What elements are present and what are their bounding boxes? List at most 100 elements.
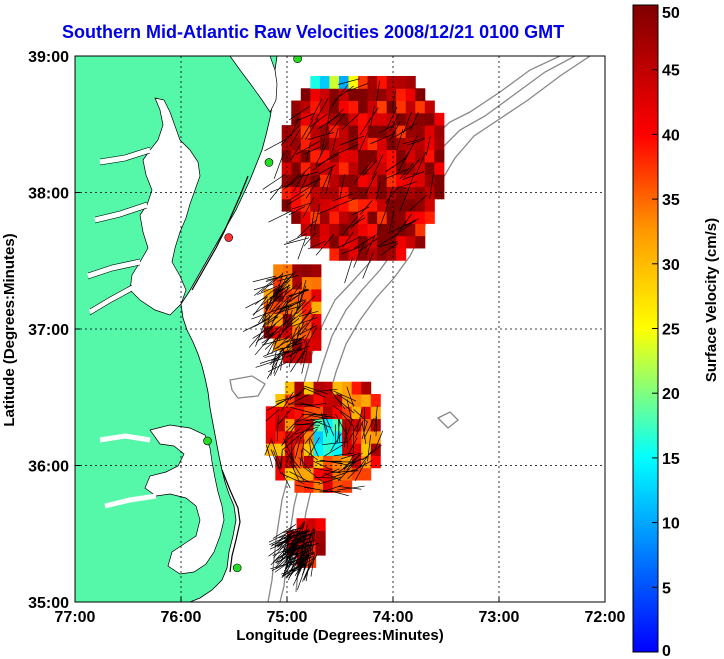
velocity-cell	[415, 149, 426, 163]
velocity-cell	[361, 430, 372, 444]
velocity-cell	[386, 88, 397, 102]
velocity-arrow	[303, 387, 326, 398]
velocity-arrow	[276, 544, 300, 560]
velocity-cell	[377, 211, 388, 224]
velocity-arrow	[353, 235, 376, 249]
velocity-cell	[300, 149, 311, 163]
velocity-arrow	[298, 542, 319, 550]
velocity-cell	[386, 174, 397, 188]
velocity-arrow	[338, 78, 361, 85]
velocity-cell	[405, 125, 416, 138]
velocity-cell	[386, 125, 397, 138]
velocity-cell	[323, 418, 334, 432]
velocity-cell	[358, 112, 369, 126]
velocity-arrow	[303, 323, 314, 344]
rivers	[87, 147, 157, 509]
velocity-arrow	[359, 200, 373, 215]
velocity-arrow	[268, 210, 293, 223]
velocity-cell	[303, 443, 314, 456]
velocity-arrow	[315, 154, 339, 167]
velocity-cell	[358, 125, 369, 138]
velocity-cell	[386, 223, 397, 237]
velocity-arrow	[391, 91, 396, 110]
velocity-arrow	[346, 453, 361, 471]
velocity-arrow	[304, 487, 328, 492]
velocity-arrow	[307, 132, 335, 140]
velocity-arrow	[318, 476, 343, 485]
velocity-cell	[292, 325, 303, 339]
velocity-arrow	[400, 219, 417, 233]
velocity-cell	[319, 75, 330, 89]
velocity-arrow	[297, 324, 318, 336]
velocity-cell	[396, 223, 407, 237]
velocity-arrow	[296, 480, 321, 484]
velocity-cell	[319, 112, 330, 126]
velocity-cell	[415, 174, 426, 188]
velocity-arrow	[280, 342, 303, 350]
velocity-arrow	[358, 238, 378, 252]
velocity-cell	[434, 174, 445, 188]
velocity-cell	[338, 223, 349, 237]
velocity-cell	[311, 264, 322, 278]
velocity-arrow	[425, 135, 431, 156]
velocity-cell	[300, 186, 311, 200]
velocity-arrow	[358, 131, 369, 153]
velocity-arrow	[274, 547, 294, 569]
velocity-cell	[329, 161, 340, 175]
velocity-vectors	[242, 270, 319, 379]
velocity-cell	[361, 394, 372, 407]
velocity-arrow	[295, 531, 315, 541]
velocity-cell	[329, 149, 340, 163]
velocity-arrow	[270, 560, 297, 570]
velocity-arrow	[409, 111, 419, 131]
velocity-arrow	[265, 274, 290, 283]
velocity-cell	[396, 125, 407, 138]
velocity-cell	[332, 467, 343, 481]
pamlico-sound	[144, 424, 225, 575]
velocity-cell	[329, 174, 340, 188]
velocity-cell	[319, 198, 330, 212]
velocity-cell	[273, 264, 284, 278]
velocity-arrow	[310, 418, 332, 429]
velocity-cell	[329, 198, 340, 212]
velocity-cell	[311, 301, 322, 314]
velocity-arrow	[276, 272, 284, 296]
velocity-arrow	[365, 234, 376, 255]
velocity-cell	[377, 174, 388, 188]
velocity-cell	[348, 75, 359, 89]
velocity-cell	[329, 125, 340, 138]
velocity-cell	[319, 186, 330, 200]
velocity-cell	[294, 381, 305, 395]
hf-radar-stations	[203, 56, 302, 573]
velocity-arrow	[298, 545, 313, 564]
velocity-cell	[424, 137, 435, 151]
velocity-cell	[319, 149, 330, 163]
velocity-arrow	[337, 236, 362, 249]
velocity-arrow	[283, 237, 310, 245]
velocity-arrow	[305, 327, 317, 348]
velocity-arrow	[373, 405, 378, 433]
velocity-cell	[301, 313, 312, 327]
velocity-cell	[367, 137, 378, 151]
velocity-cell	[281, 137, 292, 151]
velocity-arrow	[288, 282, 303, 302]
velocity-arrow	[261, 316, 279, 328]
velocity-cell	[294, 455, 305, 469]
velocity-arrow	[258, 304, 271, 324]
velocity-cell	[367, 112, 378, 126]
velocity-cell	[361, 443, 372, 456]
velocity-arrow	[271, 440, 281, 466]
velocity-cell	[348, 198, 359, 212]
velocity-arrow	[299, 313, 316, 336]
velocity-arrow	[354, 420, 364, 439]
velocity-arrow	[281, 284, 290, 302]
velocity-arrow	[291, 322, 308, 339]
velocity-cell	[358, 137, 369, 151]
x-tick-label: 76:00	[161, 609, 202, 626]
velocity-arrow	[269, 290, 280, 311]
radar-station-marker	[203, 436, 212, 446]
velocity-cell	[319, 161, 330, 175]
plot-area	[75, 56, 605, 602]
velocity-arrow	[385, 186, 400, 204]
velocity-arrow	[255, 323, 277, 343]
